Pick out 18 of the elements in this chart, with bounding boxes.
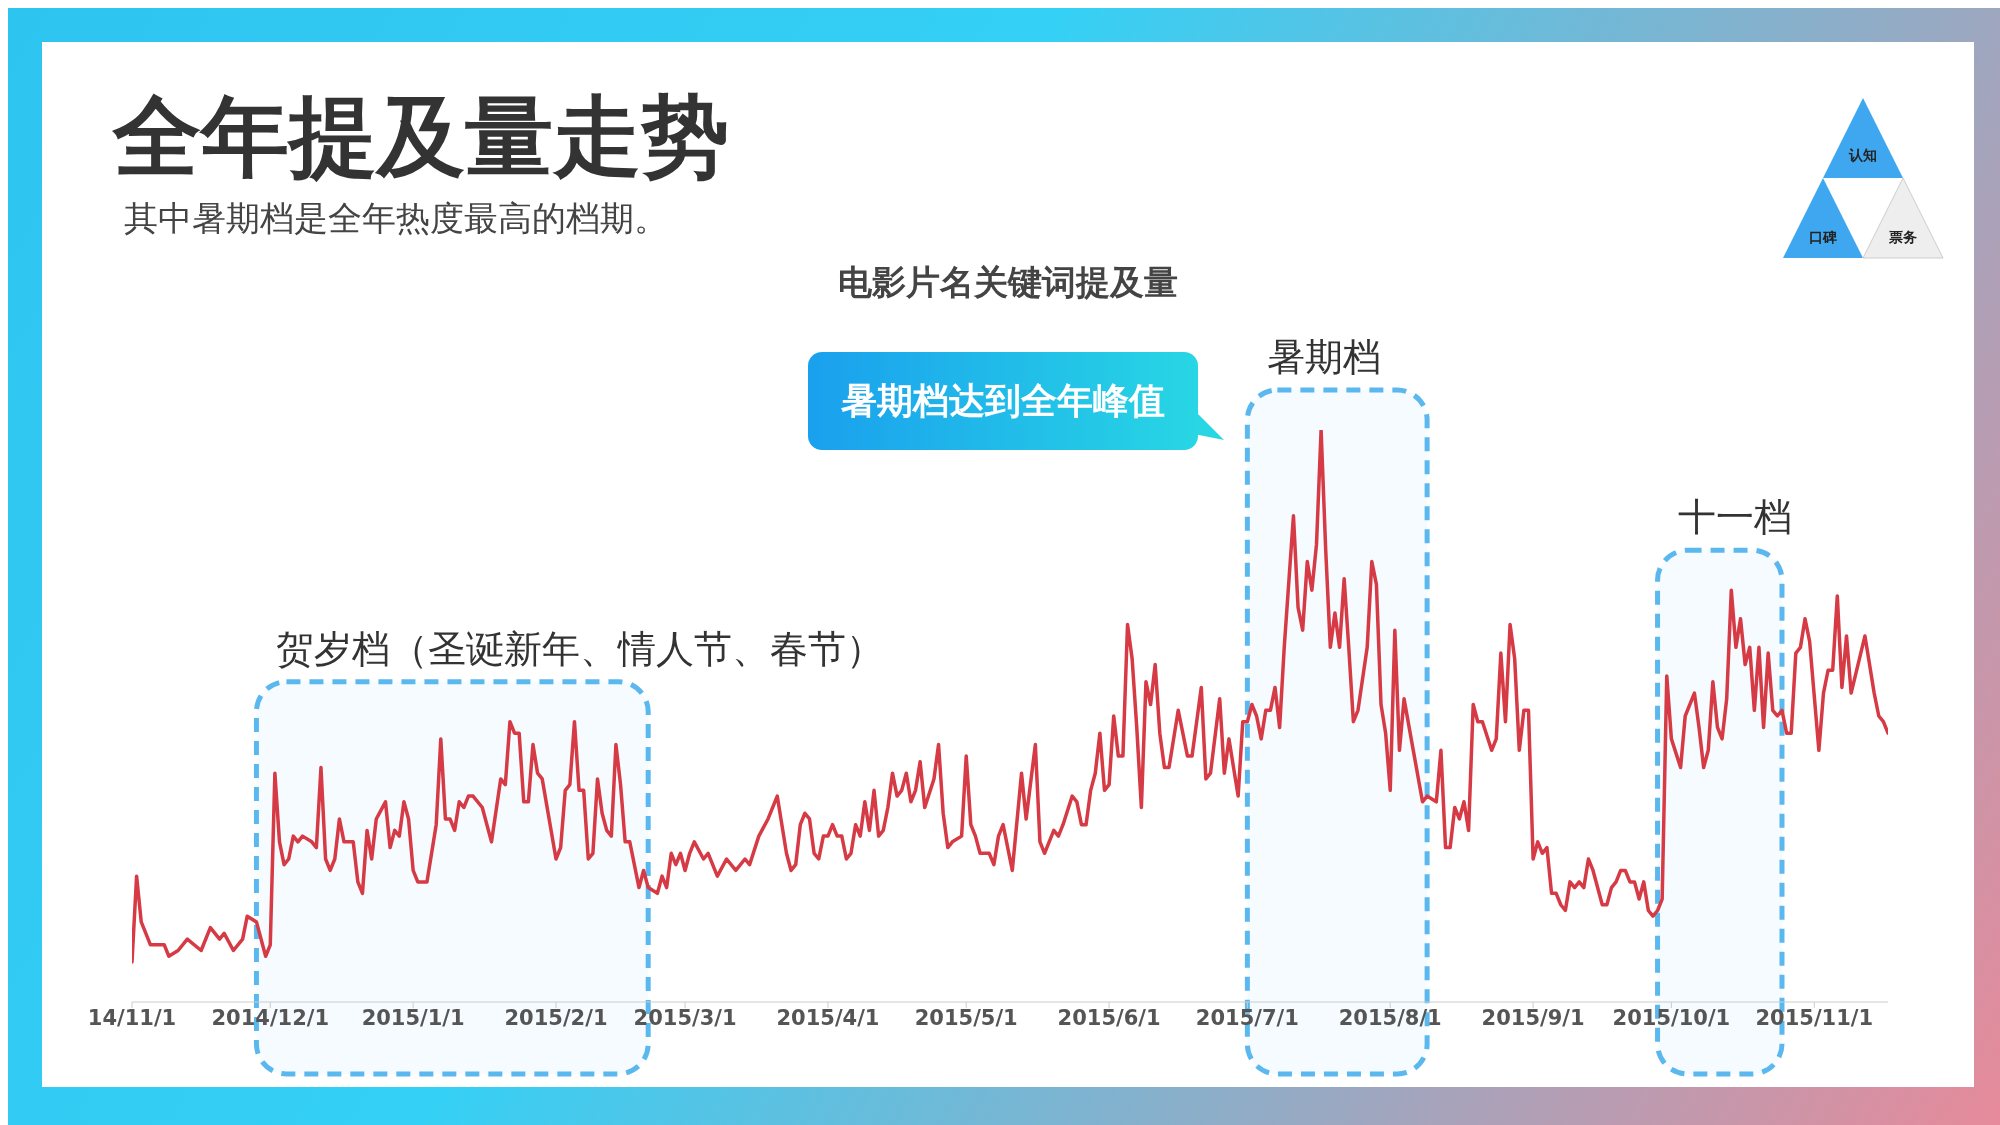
- chart-subtitle: 其中暑期档是全年热度最高的档期。: [124, 197, 668, 240]
- band-label: 贺岁档（圣诞新年、情人节、春节）: [276, 626, 885, 671]
- x-tick-label: 2015/5/1: [914, 1005, 1018, 1030]
- band-label: 十一档: [1677, 495, 1792, 540]
- x-tick-label: 2015/6/1: [1057, 1005, 1161, 1030]
- x-tick-label: 2015/9/1: [1481, 1005, 1585, 1030]
- x-tick-label: 2015/10/1: [1612, 1005, 1731, 1030]
- x-tick-label: 2015/4/1: [776, 1005, 880, 1030]
- x-tick-label: 2015/11/1: [1755, 1005, 1874, 1030]
- x-tick-label: 2015/1/1: [361, 1005, 465, 1030]
- x-tick-label: 14/11/1: [87, 1005, 177, 1030]
- x-axis-title: 电影片名关键词提及量: [837, 261, 1179, 304]
- x-tick-label: 2015/7/1: [1195, 1005, 1299, 1030]
- x-tick-label: 2015/2/1: [504, 1005, 608, 1030]
- x-tick-label: 2015/3/1: [633, 1005, 737, 1030]
- x-tick-label: 2014/12/1: [211, 1005, 330, 1030]
- chart-title: 全年提及量走势: [113, 84, 729, 190]
- band-label: 暑期档: [1267, 335, 1382, 379]
